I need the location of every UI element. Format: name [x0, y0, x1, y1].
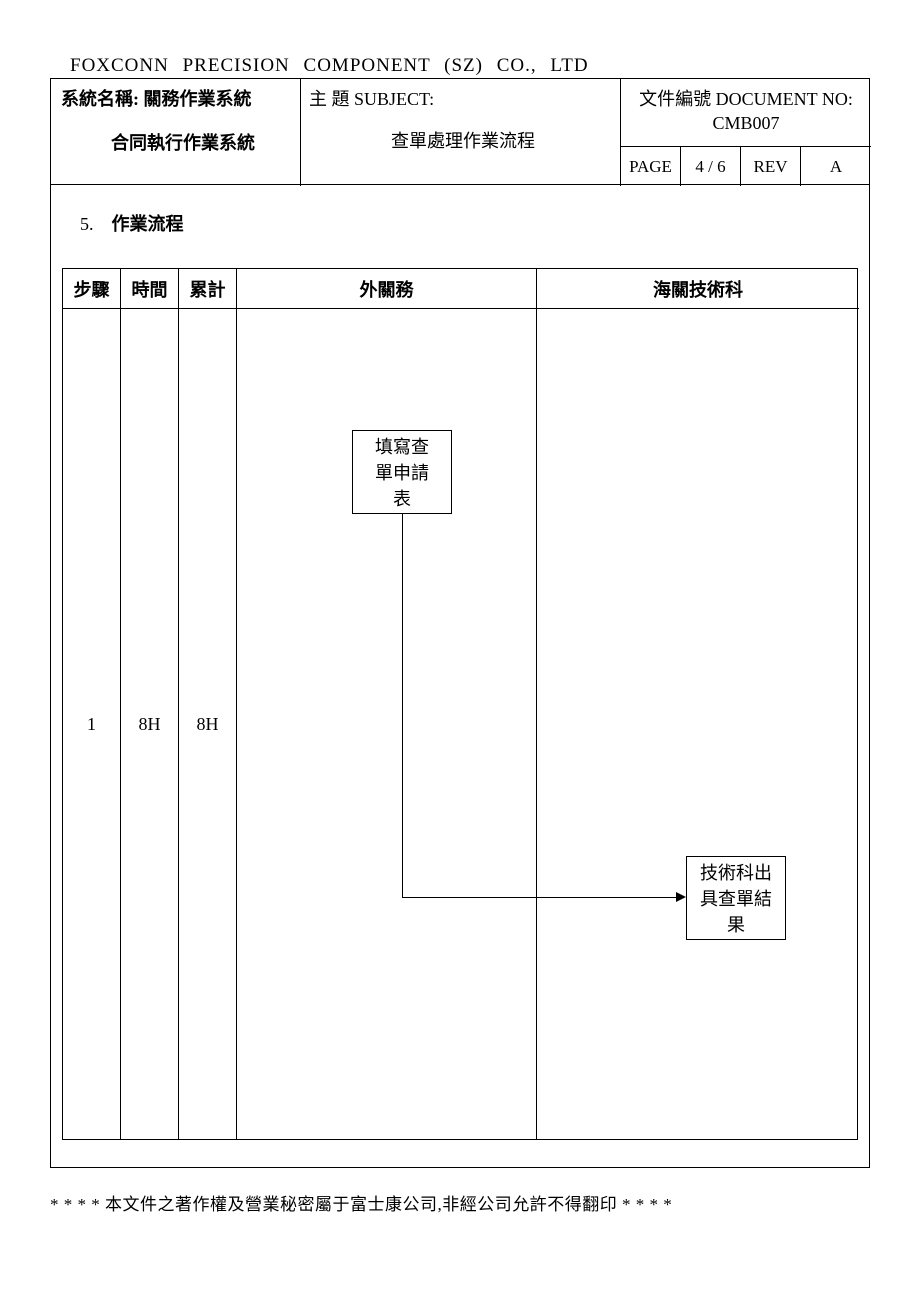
header-system-col: 系統名稱: 關務作業系統 合同執行作業系統 [51, 79, 301, 186]
section-title: 5. 作業流程 [80, 210, 184, 236]
connector-hline [402, 897, 676, 898]
page-label: PAGE [621, 147, 681, 186]
flow-table: 步驟 時間 累計 外關務 海關技術科 1 8H 8H [62, 268, 858, 1140]
subject-label: 主 題 SUBJECT: [309, 85, 434, 111]
flow-table-header: 步驟 時間 累計 外關務 海關技術科 [63, 269, 857, 309]
doc-number-value: CMB007 [621, 113, 871, 134]
doc-number-row: 文件編號 DOCUMENT NO: CMB007 [621, 79, 871, 147]
connector-vline [402, 514, 403, 898]
cell-cumulative: 8H [179, 309, 237, 1139]
connector-arrow-icon [676, 892, 686, 902]
flow-box-tech-result-text: 技術科出 具查單結 果 [700, 859, 772, 937]
section-title-text: 作業流程 [112, 214, 184, 234]
col-header-step: 步驟 [63, 269, 121, 309]
header-subject-col: 主 題 SUBJECT: 查單處理作業流程 [301, 79, 621, 186]
document-header: 系統名稱: 關務作業系統 合同執行作業系統 主 題 SUBJECT: 查單處理作… [50, 78, 870, 185]
flow-box-fill-form: 填寫查 單申請 表 [352, 430, 452, 514]
col-header-customs: 海關技術科 [537, 269, 859, 309]
flow-table-body: 1 8H 8H [63, 309, 857, 1139]
cell-customs [537, 309, 859, 1139]
col-header-external: 外關務 [237, 269, 537, 309]
col-header-time: 時間 [121, 269, 179, 309]
page-value: 4 / 6 [681, 147, 741, 186]
cell-time: 8H [121, 309, 179, 1139]
subject-value: 查單處理作業流程 [391, 127, 535, 153]
flow-box-fill-form-text: 填寫查 單申請 表 [375, 433, 429, 511]
system-sub-label: 合同執行作業系統 [111, 129, 255, 155]
doc-number-label: 文件編號 DOCUMENT NO: [621, 85, 871, 111]
rev-value: A [801, 147, 871, 186]
copyright-footer: * * * * 本文件之著作權及營業秘密屬于富士康公司,非經公司允許不得翻印 *… [50, 1190, 672, 1215]
company-name: FOXCONN PRECISION COMPONENT (SZ) CO., LT… [70, 55, 589, 77]
cell-step: 1 [63, 309, 121, 1139]
rev-label: REV [741, 147, 801, 186]
header-docinfo-col: 文件編號 DOCUMENT NO: CMB007 PAGE 4 / 6 REV … [621, 79, 871, 186]
section-number: 5. [80, 214, 94, 234]
col-header-cumulative: 累計 [179, 269, 237, 309]
system-name-label: 系統名稱: 關務作業系統 [61, 85, 252, 111]
page-rev-row: PAGE 4 / 6 REV A [621, 147, 871, 186]
flow-box-tech-result: 技術科出 具查單結 果 [686, 856, 786, 940]
